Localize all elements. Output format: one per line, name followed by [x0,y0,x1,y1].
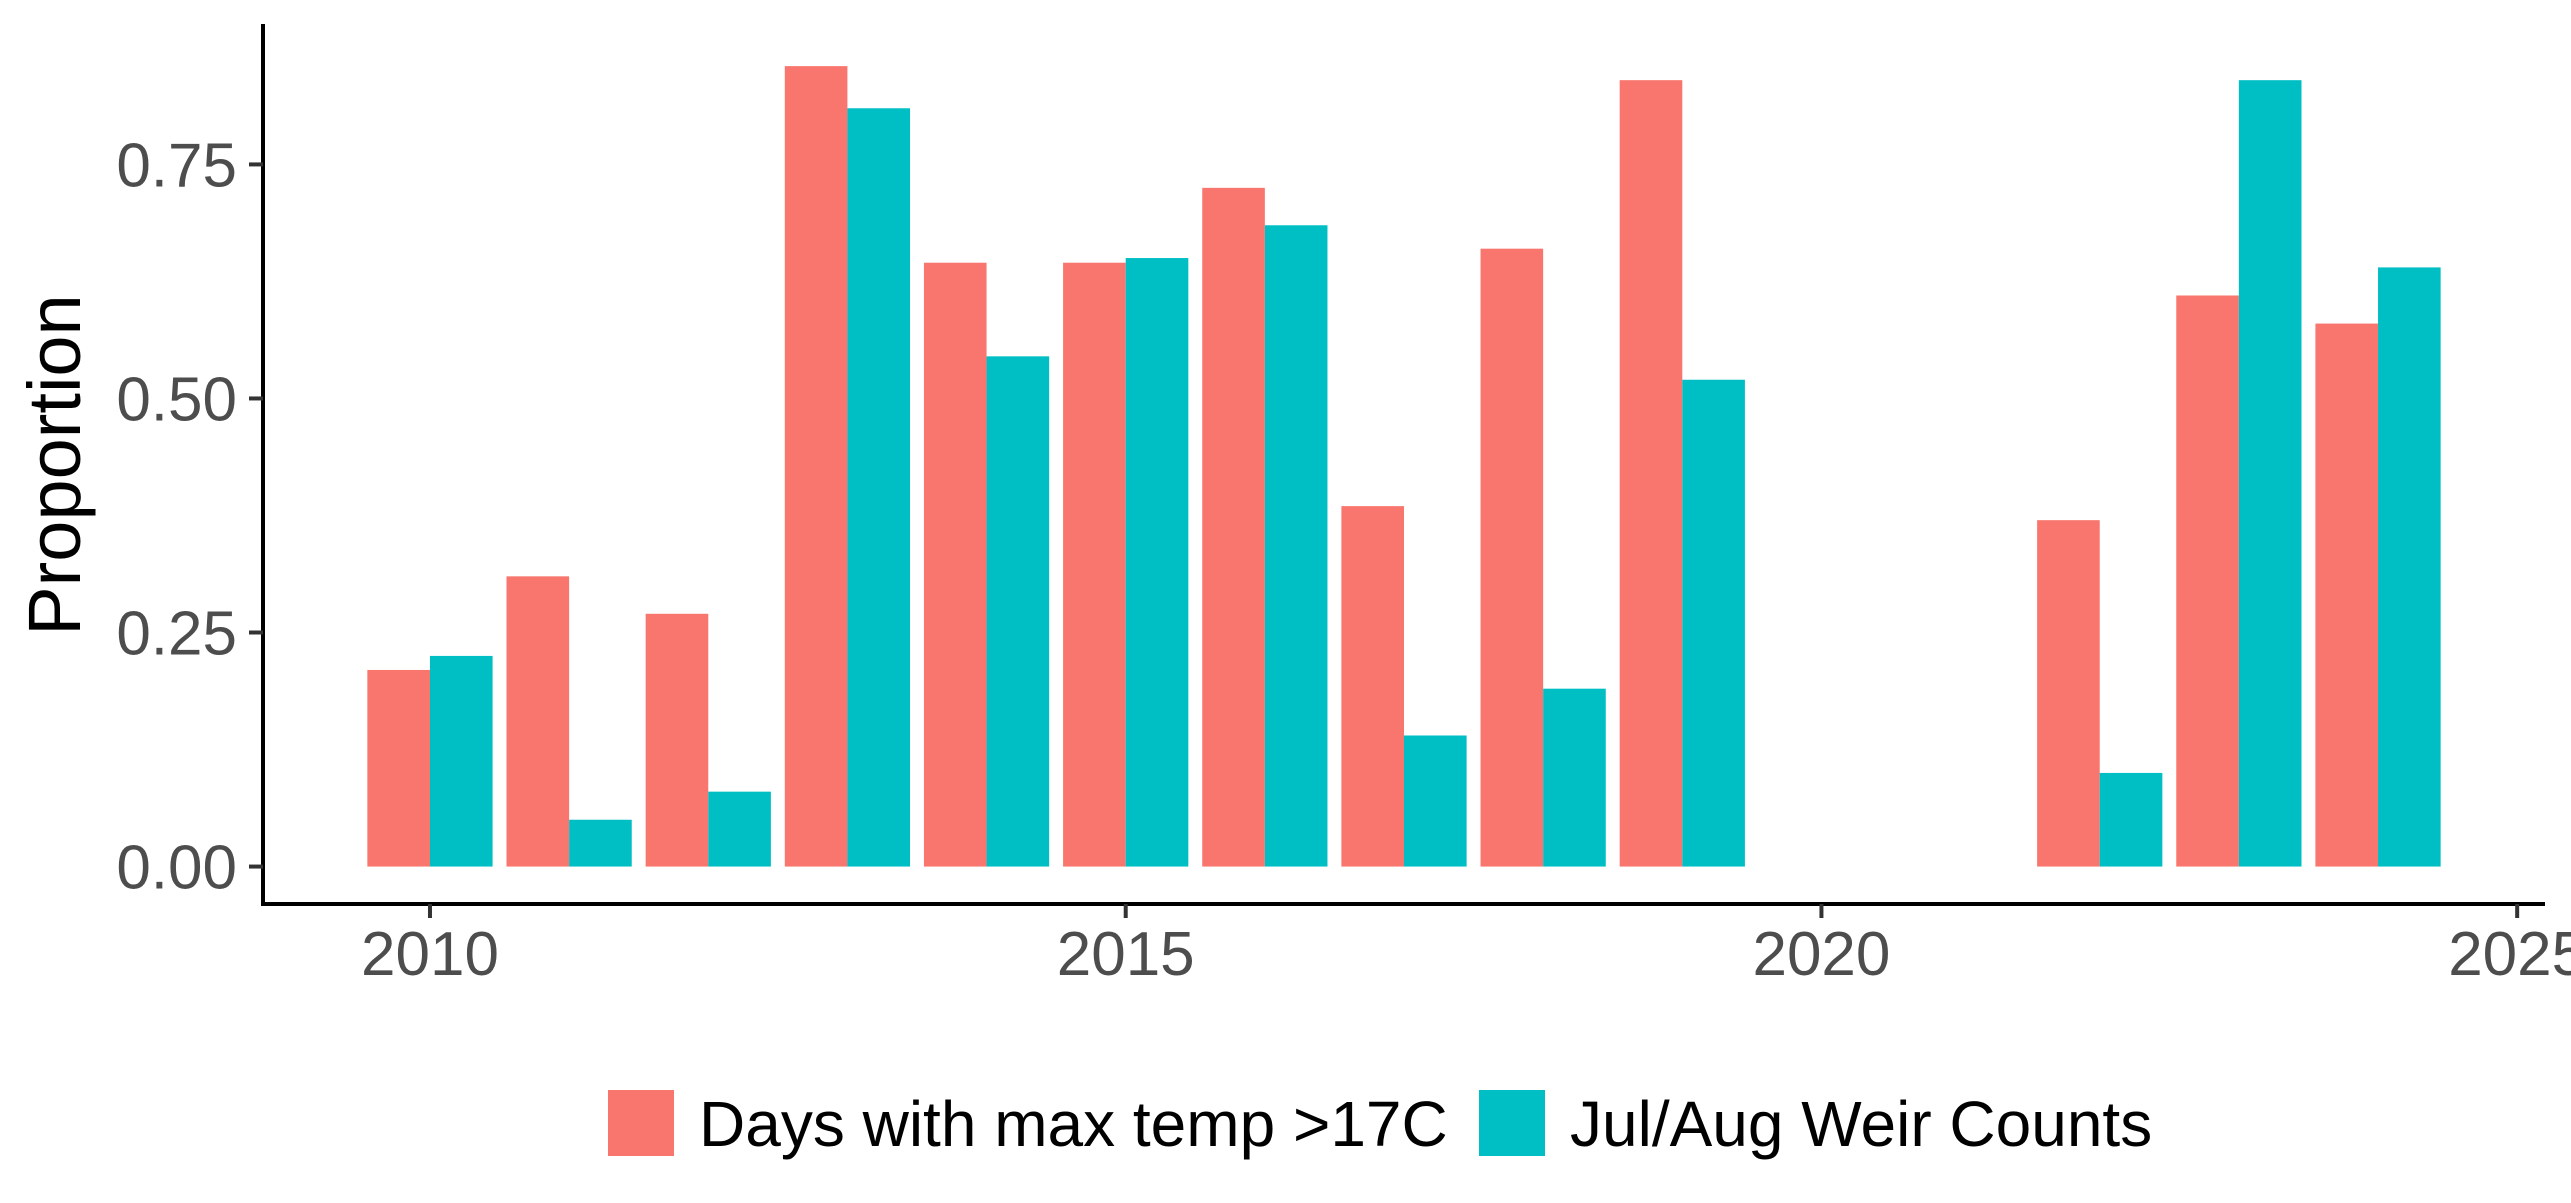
legend-key-weir [1479,1090,1545,1156]
bar-temp-2019 [1619,80,1683,867]
bar-weir-2015 [1125,258,1189,867]
y-ticks: 0.00 0.25 0.50 0.75 [116,131,263,903]
bar-weir-2018 [1543,688,1606,867]
legend-key-temp [608,1090,674,1156]
bar-temp-2023 [2176,295,2239,867]
bar-weir-2017 [1404,735,1467,867]
bar-weir-2014 [986,356,1050,867]
bar-temp-2012 [645,613,709,867]
bar-temp-2011 [506,576,570,867]
legend-label-temp: Days with max temp >17C [699,1088,1448,1160]
bar-temp-2016 [1202,187,1265,867]
x-tick-label: 2010 [361,920,499,989]
bar-weir-2013 [847,108,911,867]
bar-temp-2024 [2315,323,2379,867]
bar-weir-2024 [2378,267,2441,867]
bars-layer [367,66,2441,867]
bar-temp-2017 [1341,506,1404,867]
x-tick-label: 2025 [2448,920,2571,989]
bar-weir-2023 [2238,80,2302,867]
bar-temp-2013 [784,66,848,867]
axes-layer [261,24,2545,906]
bar-temp-2010 [367,669,430,867]
y-tick-label: 0.00 [116,834,237,903]
bar-weir-2016 [1264,225,1328,867]
x-tick-label: 2020 [1752,920,1890,989]
bar-temp-2022 [2037,520,2100,867]
y-tick-label: 0.50 [116,365,237,434]
bar-temp-2014 [923,262,987,867]
x-ticks: 2010 2015 2020 2025 [361,904,2571,989]
legend: Days with max temp >17C Jul/Aug Weir Coun… [608,1088,2152,1160]
bar-temp-2015 [1063,262,1126,867]
bar-weir-2010 [429,655,493,867]
bar-weir-2012 [708,791,771,867]
bar-temp-2018 [1480,248,1544,867]
x-tick-label: 2015 [1057,920,1195,989]
bar-weir-2019 [1682,379,1745,867]
y-axis-title: Proportion [13,294,96,635]
y-tick-label: 0.25 [116,600,237,669]
legend-label-weir: Jul/Aug Weir Counts [1570,1088,2152,1160]
bar-weir-2011 [569,819,632,867]
bar-weir-2022 [2099,772,2163,867]
y-tick-label: 0.75 [116,131,237,200]
